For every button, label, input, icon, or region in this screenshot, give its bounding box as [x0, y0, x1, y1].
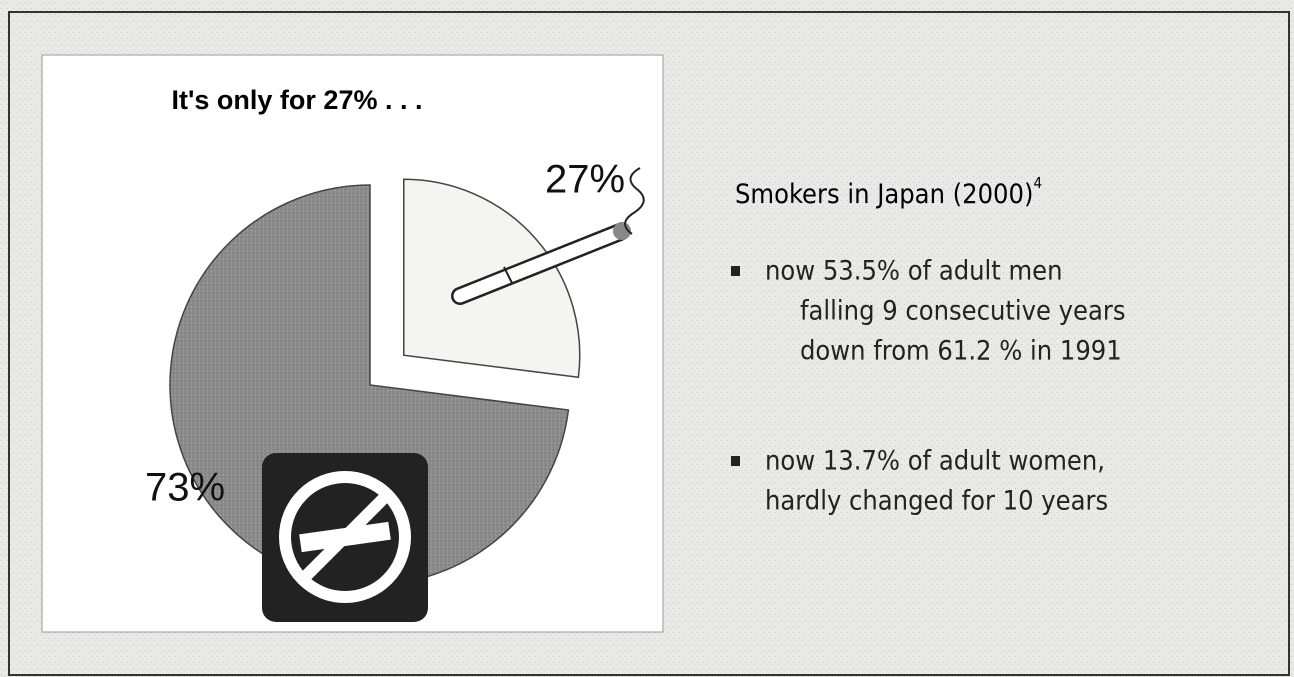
bullet-text: now 53.5% of adult men: [765, 256, 1063, 287]
chart-title: It's only for 27% . . .: [172, 85, 423, 115]
bullet-text: down from 61.2 % in 1991: [800, 336, 1122, 367]
bullet-text: now 13.7% of adult women,: [765, 446, 1105, 477]
bullet-marker: [731, 456, 740, 466]
bullet-text: hardly changed for 10 years: [765, 486, 1108, 517]
bullet-text: falling 9 consecutive years: [800, 296, 1126, 327]
bullet-marker: [731, 266, 740, 276]
page: {"chart_data": {"type": "pie", "title": …: [0, 0, 1294, 677]
panel-heading: Smokers in Japan (2000)4: [735, 174, 1042, 210]
heading-text: Smokers in Japan (2000): [735, 179, 1033, 210]
value-label: 73%: [145, 466, 225, 510]
value-label: 27%: [545, 158, 625, 202]
no-smoking-icon: [262, 453, 428, 622]
slide: It's only for 27% . . . Smokers in Japan…: [0, 0, 1294, 677]
footnote: 4: [1033, 174, 1042, 192]
